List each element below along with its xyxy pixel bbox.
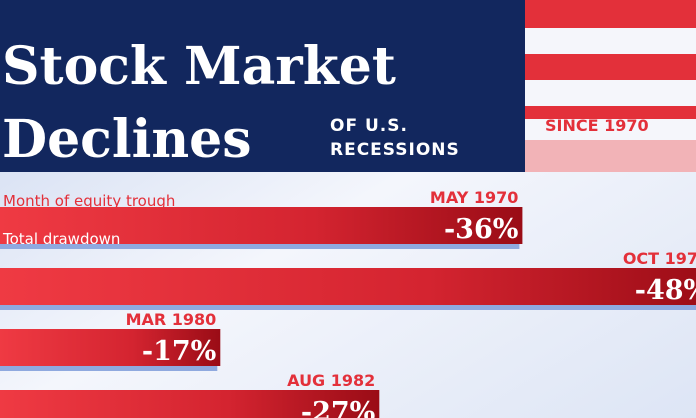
subtitle: OF U.S. RECESSIONS: [330, 116, 460, 160]
chart-title: Stock Market Declines: [2, 36, 396, 170]
value-label: -48%: [635, 275, 696, 306]
flag-stripes: [525, 0, 696, 172]
bar: [0, 268, 696, 305]
bar: [0, 390, 380, 418]
legend-drawdown: Total drawdown: [2, 230, 120, 248]
value-label: -17%: [142, 336, 216, 367]
legend-month: Month of equity trough: [3, 192, 175, 210]
bar: [0, 207, 523, 244]
title-banner: [0, 0, 525, 172]
category-label: OCT 1974: [623, 249, 696, 268]
category-label: MAR 1980: [126, 310, 217, 329]
value-label: -36%: [444, 214, 518, 245]
category-label: MAY 1970: [430, 188, 518, 207]
value-label: -27%: [301, 397, 375, 418]
note: SINCE 1970: [545, 116, 649, 135]
category-label: AUG 1982: [287, 371, 375, 390]
bar: [0, 329, 221, 366]
